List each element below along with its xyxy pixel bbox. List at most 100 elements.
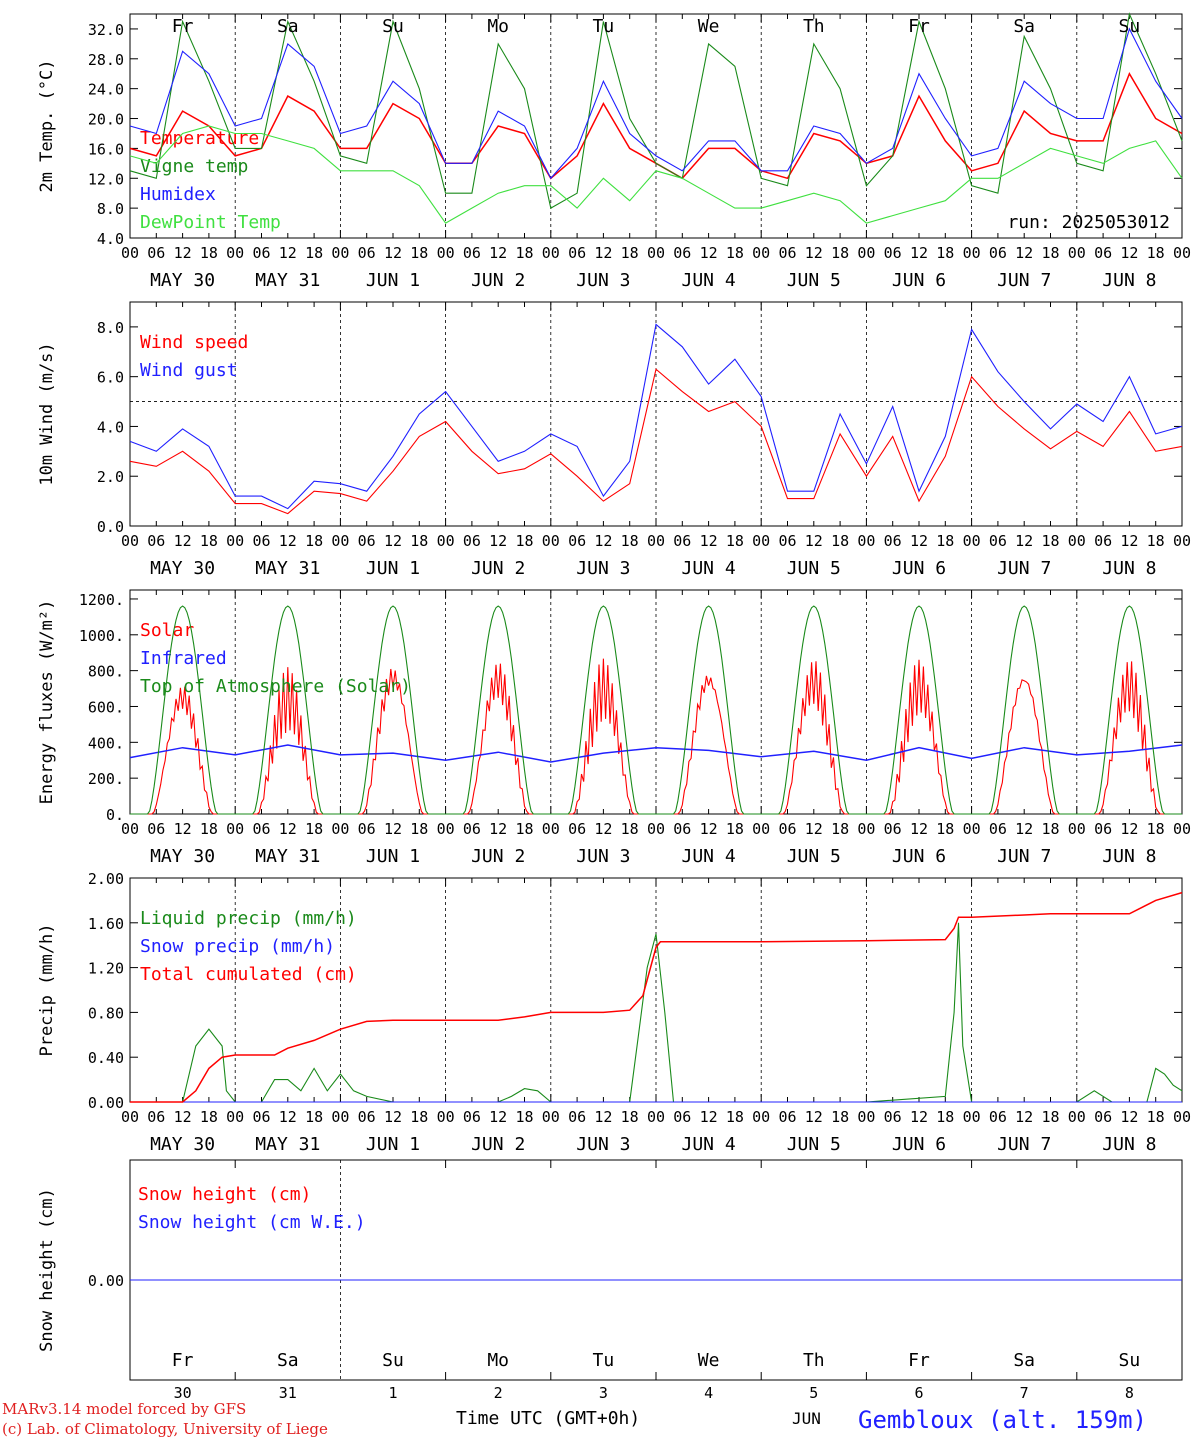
x-hour-label: 12	[279, 532, 297, 550]
x-hour-label: 00	[857, 820, 875, 838]
bottom-day-label: 8	[1125, 1384, 1134, 1402]
y-tick-label: 1000.	[79, 627, 124, 645]
x-hour-label: 18	[200, 1108, 218, 1126]
x-hour-label: 06	[252, 244, 270, 262]
x-hour-label: 00	[647, 244, 665, 262]
x-hour-label: 12	[910, 820, 928, 838]
y-tick-label: 800.	[88, 663, 124, 681]
x-date-label: JUN 6	[892, 1134, 946, 1155]
x-hour-label: 18	[305, 1108, 323, 1126]
x-date-label: JUN 3	[576, 558, 630, 579]
x-hour-label: 06	[673, 1108, 691, 1126]
series-line-2	[129, 323, 1183, 510]
x-hour-label: 18	[1147, 1108, 1165, 1126]
x-hour-label: 12	[700, 820, 718, 838]
x-hour-label: 12	[1015, 820, 1033, 838]
x-hour-label: 00	[963, 244, 981, 262]
x-hour-label: 06	[358, 820, 376, 838]
panel-1: 32.0 28.0 24.0 20.0 16.0 12.0 8.0 4.0 2m Temp. (…	[37, 12, 1191, 291]
x-hour-label: 00	[121, 820, 139, 838]
x-hour-label: 18	[305, 820, 323, 838]
x-hour-label: 18	[200, 244, 218, 262]
x-hour-label: 00	[542, 1108, 560, 1126]
y-tick-label: 32.0	[88, 21, 124, 39]
x-hour-label: 00	[121, 532, 139, 550]
x-hour-label: 18	[200, 820, 218, 838]
x-hour-label: 00	[437, 1108, 455, 1126]
x-hour-label: 12	[1015, 1108, 1033, 1126]
x-date-label: JUN 7	[997, 558, 1051, 579]
y-tick-label: 8.0	[97, 319, 124, 337]
x-hour-label: 18	[1041, 1108, 1059, 1126]
series-line-2	[129, 744, 1183, 763]
bottom-day-label: 2	[494, 1384, 503, 1402]
y-tick-label: 28.0	[88, 51, 124, 69]
x-hour-label: 06	[358, 532, 376, 550]
x-hour-label: 18	[410, 532, 428, 550]
x-hour-label: 00	[437, 532, 455, 550]
x-hour-label: 06	[463, 820, 481, 838]
x-date-label: JUN 1	[366, 1134, 420, 1155]
x-hour-label: 00	[226, 244, 244, 262]
x-date-label: MAY 30	[150, 558, 215, 579]
x-hour-label: 18	[831, 532, 849, 550]
x-hour-label: 06	[147, 820, 165, 838]
y-tick-label: 0.0	[97, 518, 124, 536]
x-hour-label: 06	[884, 820, 902, 838]
x-hour-label: 00	[963, 820, 981, 838]
x-date-label: MAY 31	[255, 270, 320, 291]
x-hour-label: 06	[884, 1108, 902, 1126]
x-date-label: JUN 5	[787, 270, 841, 291]
bottom-weekday-label: Sa	[1013, 1350, 1035, 1371]
bottom-weekday-label: Tu	[593, 1350, 615, 1371]
x-date-label: MAY 31	[255, 1134, 320, 1155]
x-hour-label: 00	[1173, 532, 1191, 550]
legend-entry-4: DewPoint Temp	[140, 212, 281, 233]
x-hour-label: 18	[305, 244, 323, 262]
x-hour-label: 06	[673, 244, 691, 262]
x-hour-label: 12	[1120, 820, 1138, 838]
x-date-label: JUN 8	[1102, 270, 1156, 291]
x-hour-label: 00	[437, 820, 455, 838]
x-hour-label: 00	[226, 532, 244, 550]
series-line-4	[129, 125, 1183, 224]
x-hour-label: 12	[384, 820, 402, 838]
x-hour-label: 12	[174, 532, 192, 550]
y-tick-label: 0.00	[88, 1094, 124, 1112]
x-hour-label: 12	[489, 1108, 507, 1126]
x-hour-label: 18	[936, 1108, 954, 1126]
legend-entry-1: Liquid precip (mm/h)	[140, 908, 357, 929]
weekday-label: Sa	[1013, 16, 1035, 37]
x-date-label: JUN 7	[997, 1134, 1051, 1155]
x-hour-label: 12	[1120, 1108, 1138, 1126]
y-axis-label: Precip (mm/h)	[37, 923, 57, 1056]
x-hour-label: 06	[778, 244, 796, 262]
panel-4: 2.00 1.60 1.20 0.80 0.40 0.00 Precip (mm/h) 00 0…	[37, 870, 1191, 1155]
x-date-label: JUN 2	[471, 270, 525, 291]
y-tick-label: 24.0	[88, 81, 124, 99]
x-hour-label: 12	[910, 244, 928, 262]
x-hour-label: 12	[594, 820, 612, 838]
legend-entry-2: Wind gust	[140, 360, 238, 381]
y-axis-label: 2m Temp. (°C)	[37, 59, 57, 192]
x-hour-label: 06	[147, 244, 165, 262]
x-hour-label: 18	[1041, 244, 1059, 262]
x-hour-label: 18	[621, 1108, 639, 1126]
y-tick-label: 0.00	[88, 1272, 124, 1290]
x-hour-label: 00	[752, 820, 770, 838]
x-hour-label: 06	[568, 820, 586, 838]
y-tick-label: 2.0	[97, 468, 124, 486]
series-line-3	[129, 27, 1183, 180]
x-hour-label: 18	[621, 244, 639, 262]
y-tick-label: 8.0	[97, 200, 124, 218]
x-hour-label: 00	[963, 1108, 981, 1126]
x-hour-label: 18	[410, 244, 428, 262]
x-hour-label: 00	[857, 532, 875, 550]
bottom-weekday-label: Mo	[487, 1350, 509, 1371]
x-hour-label: 00	[1068, 244, 1086, 262]
x-hour-label: 06	[147, 532, 165, 550]
x-hour-label: 00	[331, 244, 349, 262]
panel-5: 0.00 Snow height (cm) Snow height (cm) Snow…	[37, 1159, 1183, 1402]
x-hour-label: 00	[647, 820, 665, 838]
run-annotation: run: 2025053012	[1007, 212, 1170, 233]
